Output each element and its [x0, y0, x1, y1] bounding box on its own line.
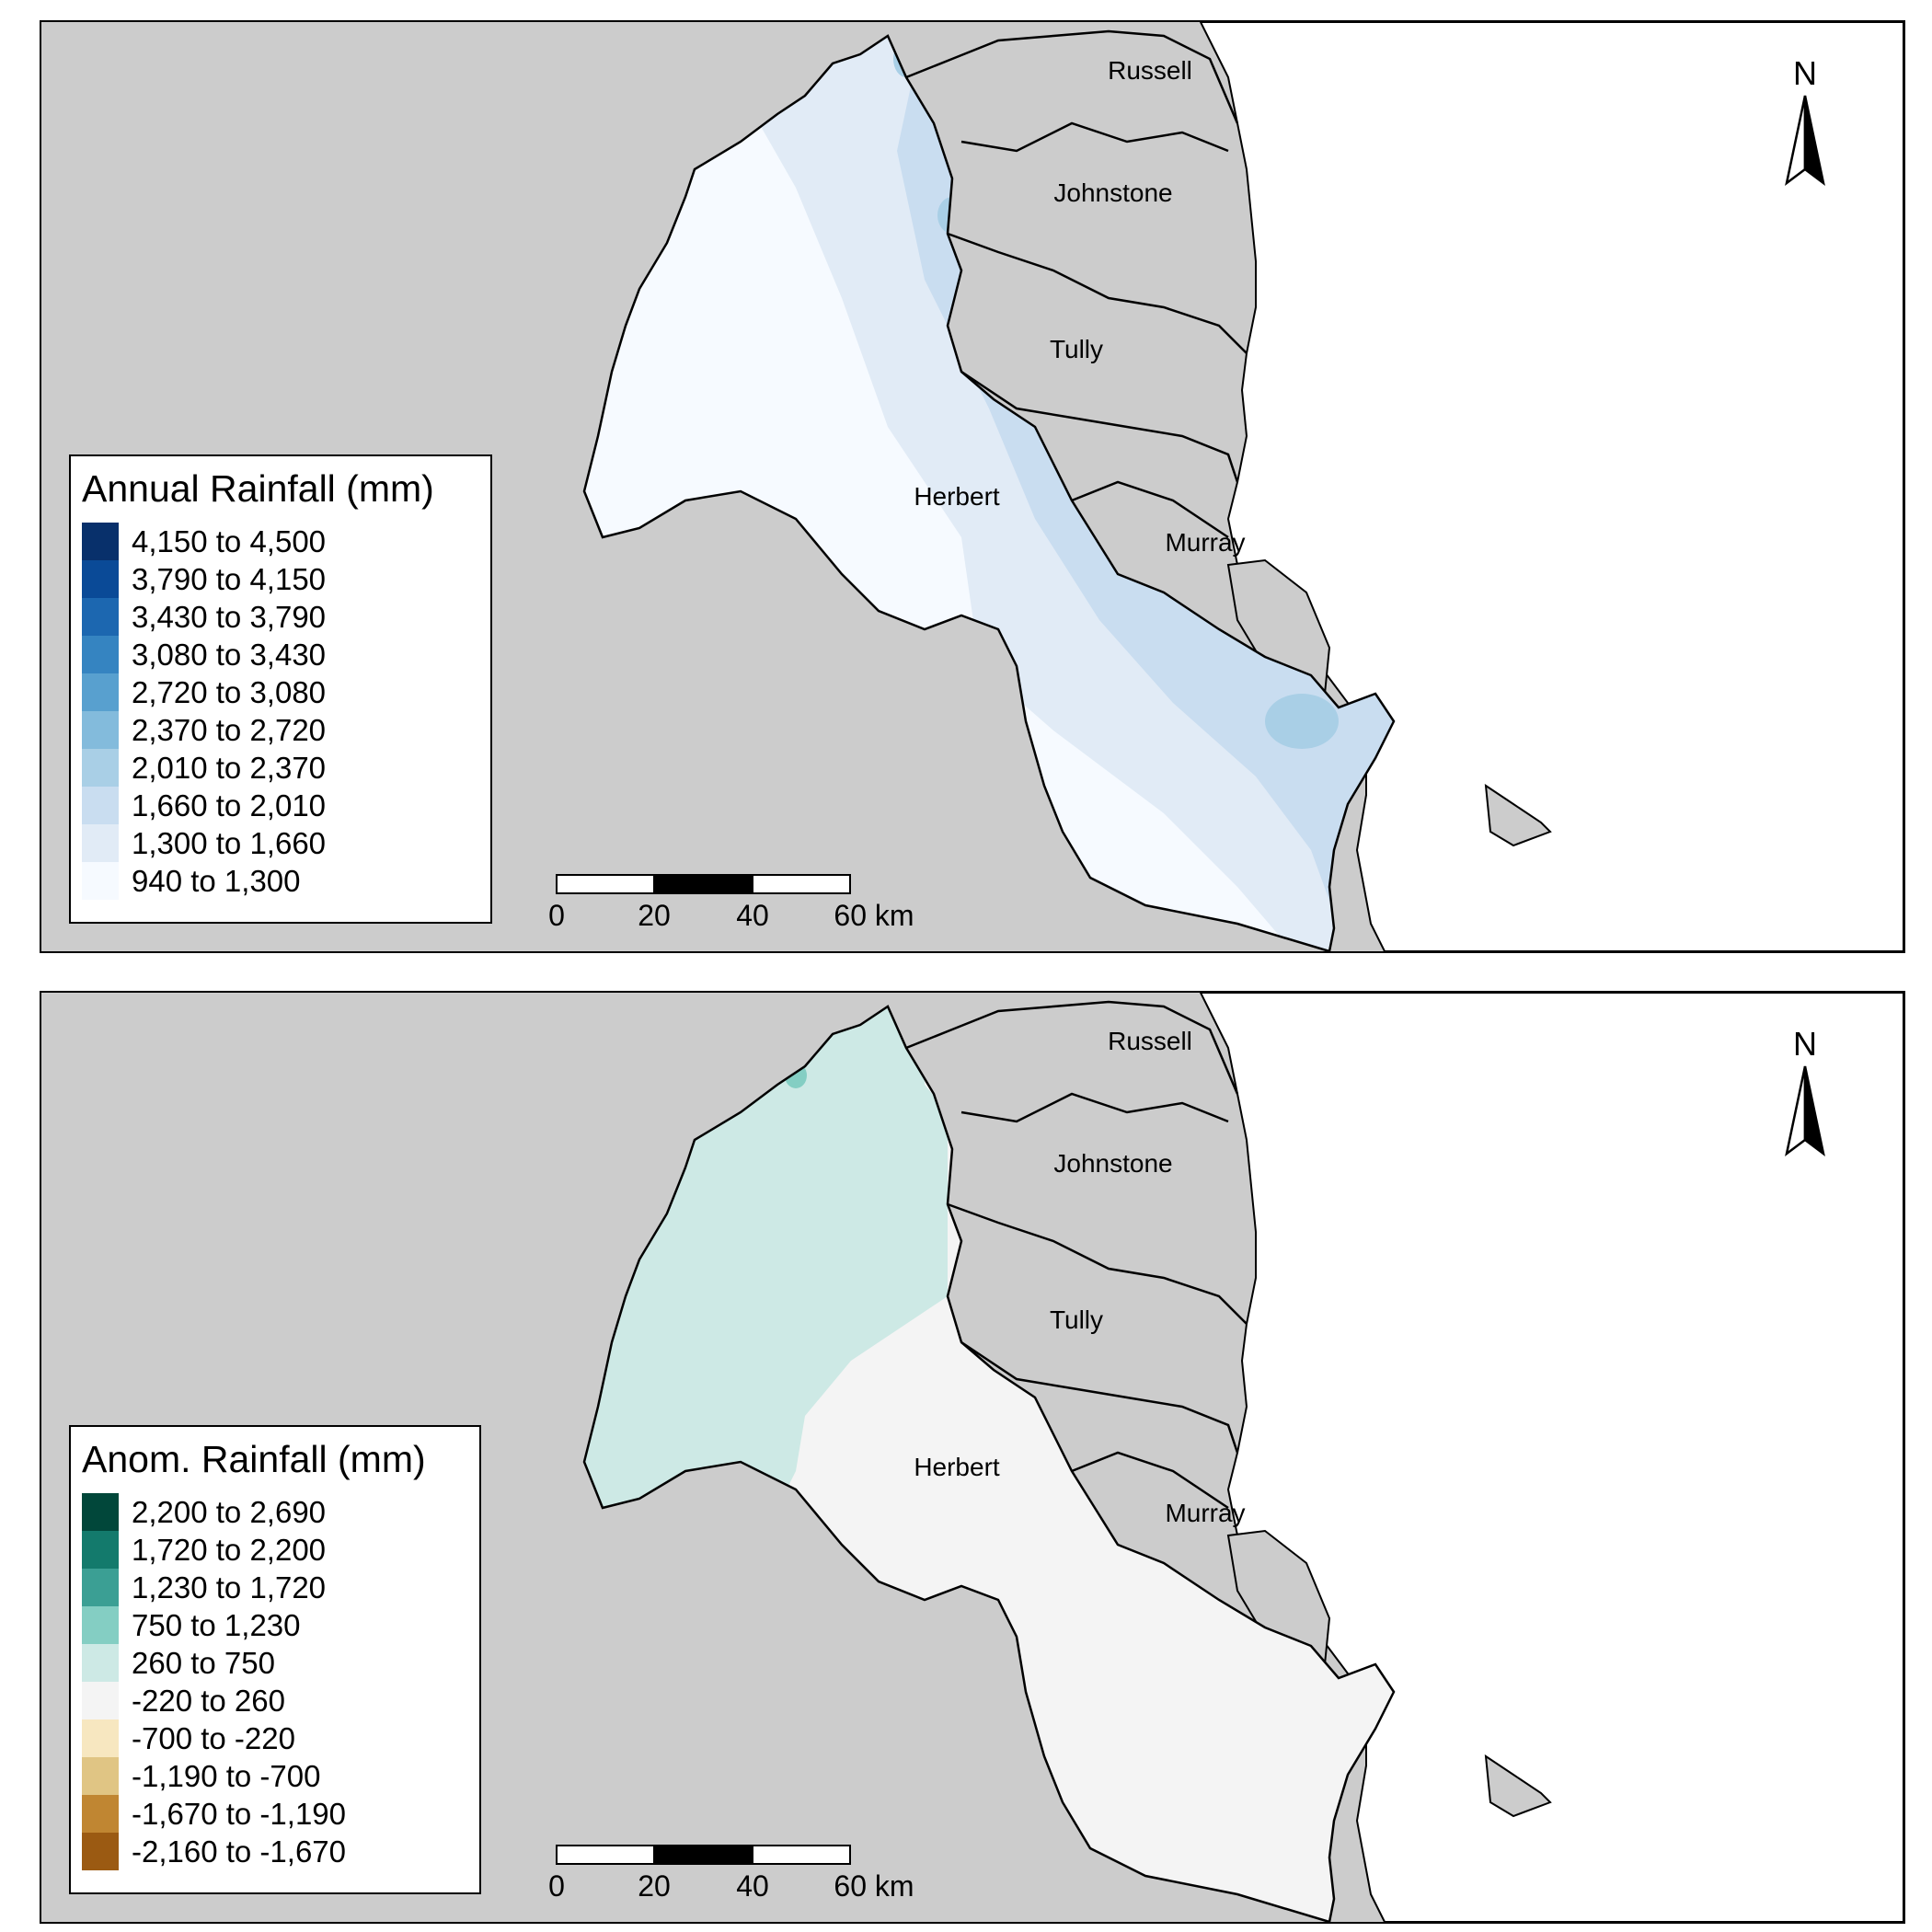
annual-rainfall-legend: Annual Rainfall (mm) 4,150 to 4,500 3,790… [69, 454, 492, 924]
legend-label: 2,370 to 2,720 [132, 712, 327, 747]
legend-item: 2,370 to 2,720 [82, 711, 479, 749]
legend-item: 2,010 to 2,370 [82, 749, 479, 787]
palm-island [1484, 783, 1552, 847]
legend-swatch [82, 673, 119, 711]
palm-island [1484, 1754, 1552, 1818]
anomaly-rainfall-map-panel: Russell Johnstone Tully Herbert Murray N… [40, 991, 1905, 1924]
herbert-catchment-boundary [582, 34, 1396, 951]
legend-label: 1,720 to 2,200 [132, 1532, 327, 1567]
legend-item: 3,430 to 3,790 [82, 598, 479, 636]
legend-item: 3,080 to 3,430 [82, 636, 479, 673]
scale-tick-0: 0 [548, 1869, 565, 1903]
catchment-label-murray: Murray [1165, 1499, 1245, 1527]
scale-tick-40: 40 [736, 899, 769, 932]
catchment-label-johnstone: Johnstone [1053, 1149, 1172, 1178]
legend-item: 4,150 to 4,500 [82, 523, 479, 560]
legend-swatch [82, 560, 119, 598]
legend-item: 1,720 to 2,200 [82, 1531, 468, 1569]
legend-swatch [82, 824, 119, 862]
legend-label: 2,010 to 2,370 [132, 750, 327, 785]
legend-label: 940 to 1,300 [132, 863, 301, 898]
catchment-label-herbert: Herbert [914, 482, 1000, 511]
legend-swatch [82, 1569, 119, 1606]
legend-swatch [82, 523, 119, 560]
legend-label: 3,080 to 3,430 [132, 637, 327, 672]
legend-label: -700 to -220 [132, 1720, 295, 1755]
legend-swatch [82, 1644, 119, 1682]
legend-item: 2,200 to 2,690 [82, 1493, 468, 1531]
legend-swatch [82, 1719, 119, 1757]
legend-label: -220 to 260 [132, 1683, 285, 1718]
scale-tick-60: 60 km [834, 899, 914, 932]
legend-item: 2,720 to 3,080 [82, 673, 479, 711]
scale-tick-60: 60 km [834, 1869, 914, 1903]
anomaly-rainfall-legend: Anom. Rainfall (mm) 2,200 to 2,690 1,720 … [69, 1425, 481, 1894]
legend-item: 750 to 1,230 [82, 1606, 468, 1644]
legend-item: -1,190 to -700 [82, 1757, 468, 1795]
svg-text:N: N [1793, 54, 1817, 92]
legend-swatch [82, 636, 119, 673]
legend-item: 940 to 1,300 [82, 862, 479, 900]
legend-item: -1,670 to -1,190 [82, 1795, 468, 1833]
legend-label: 3,430 to 3,790 [132, 599, 327, 634]
legend-swatch [82, 1531, 119, 1569]
catchment-label-murray: Murray [1165, 528, 1245, 557]
legend-swatch [82, 711, 119, 749]
legend-item: 260 to 750 [82, 1644, 468, 1682]
legend-item: -700 to -220 [82, 1719, 468, 1757]
legend-swatch [82, 862, 119, 900]
scale-tick-0: 0 [548, 899, 565, 932]
catchment-label-russell: Russell [1108, 56, 1192, 85]
legend-swatch [82, 598, 119, 636]
annual-rainfall-map-panel: Russell Johnstone Tully Herbert Murray N… [40, 20, 1905, 953]
legend-label: 2,200 to 2,690 [132, 1494, 327, 1529]
map-canvas: Russell Johnstone Tully Herbert Murray N… [41, 22, 1903, 951]
legend-swatch [82, 787, 119, 824]
scale-tick-20: 20 [638, 899, 671, 932]
legend-label: -1,670 to -1,190 [132, 1796, 346, 1831]
legend-swatch [82, 1833, 119, 1870]
catchment-boundaries [905, 1000, 1248, 1510]
scale-bar: 0 20 40 60 km [548, 874, 914, 932]
legend-label: -2,160 to -1,670 [132, 1834, 346, 1869]
legend-label: 1,300 to 1,660 [132, 825, 327, 860]
legend-item: -220 to 260 [82, 1682, 468, 1719]
legend-item: 1,300 to 1,660 [82, 824, 479, 862]
legend-label: 1,660 to 2,010 [132, 788, 327, 822]
catchment-label-herbert: Herbert [914, 1453, 1000, 1481]
legend-label: 4,150 to 4,500 [132, 523, 327, 558]
legend-swatch [82, 1606, 119, 1644]
legend-label: 750 to 1,230 [132, 1607, 301, 1642]
legend-label: -1,190 to -700 [132, 1758, 321, 1793]
legend-item: -2,160 to -1,670 [82, 1833, 468, 1870]
legend-swatch [82, 1493, 119, 1531]
catchment-label-russell: Russell [1108, 1027, 1192, 1055]
legend-swatch [82, 1795, 119, 1833]
catchment-label-johnstone: Johnstone [1053, 178, 1172, 207]
legend-swatch [82, 1682, 119, 1719]
legend-item: 1,230 to 1,720 [82, 1569, 468, 1606]
legend-swatch [82, 749, 119, 787]
north-arrow-icon: N [1785, 54, 1825, 186]
legend-label: 260 to 750 [132, 1645, 275, 1680]
herbert-catchment-boundary [582, 1005, 1396, 1922]
legend-item: 3,790 to 4,150 [82, 560, 479, 598]
north-arrow-icon: N [1785, 1025, 1825, 1156]
catchment-label-tully: Tully [1050, 335, 1103, 363]
legend-label: 2,720 to 3,080 [132, 674, 327, 709]
scale-bar: 0 20 40 60 km [548, 1845, 914, 1903]
scale-tick-40: 40 [736, 1869, 769, 1903]
legend-label: 1,230 to 1,720 [132, 1570, 327, 1604]
legend-title: Anom. Rainfall (mm) [82, 1438, 426, 1480]
legend-label: 3,790 to 4,150 [132, 561, 327, 596]
catchment-boundaries [905, 29, 1248, 539]
legend-swatch [82, 1757, 119, 1795]
svg-text:N: N [1793, 1025, 1817, 1063]
catchment-label-tully: Tully [1050, 1305, 1103, 1334]
legend-item: 1,660 to 2,010 [82, 787, 479, 824]
legend-title: Annual Rainfall (mm) [82, 467, 434, 510]
scale-tick-20: 20 [638, 1869, 671, 1903]
